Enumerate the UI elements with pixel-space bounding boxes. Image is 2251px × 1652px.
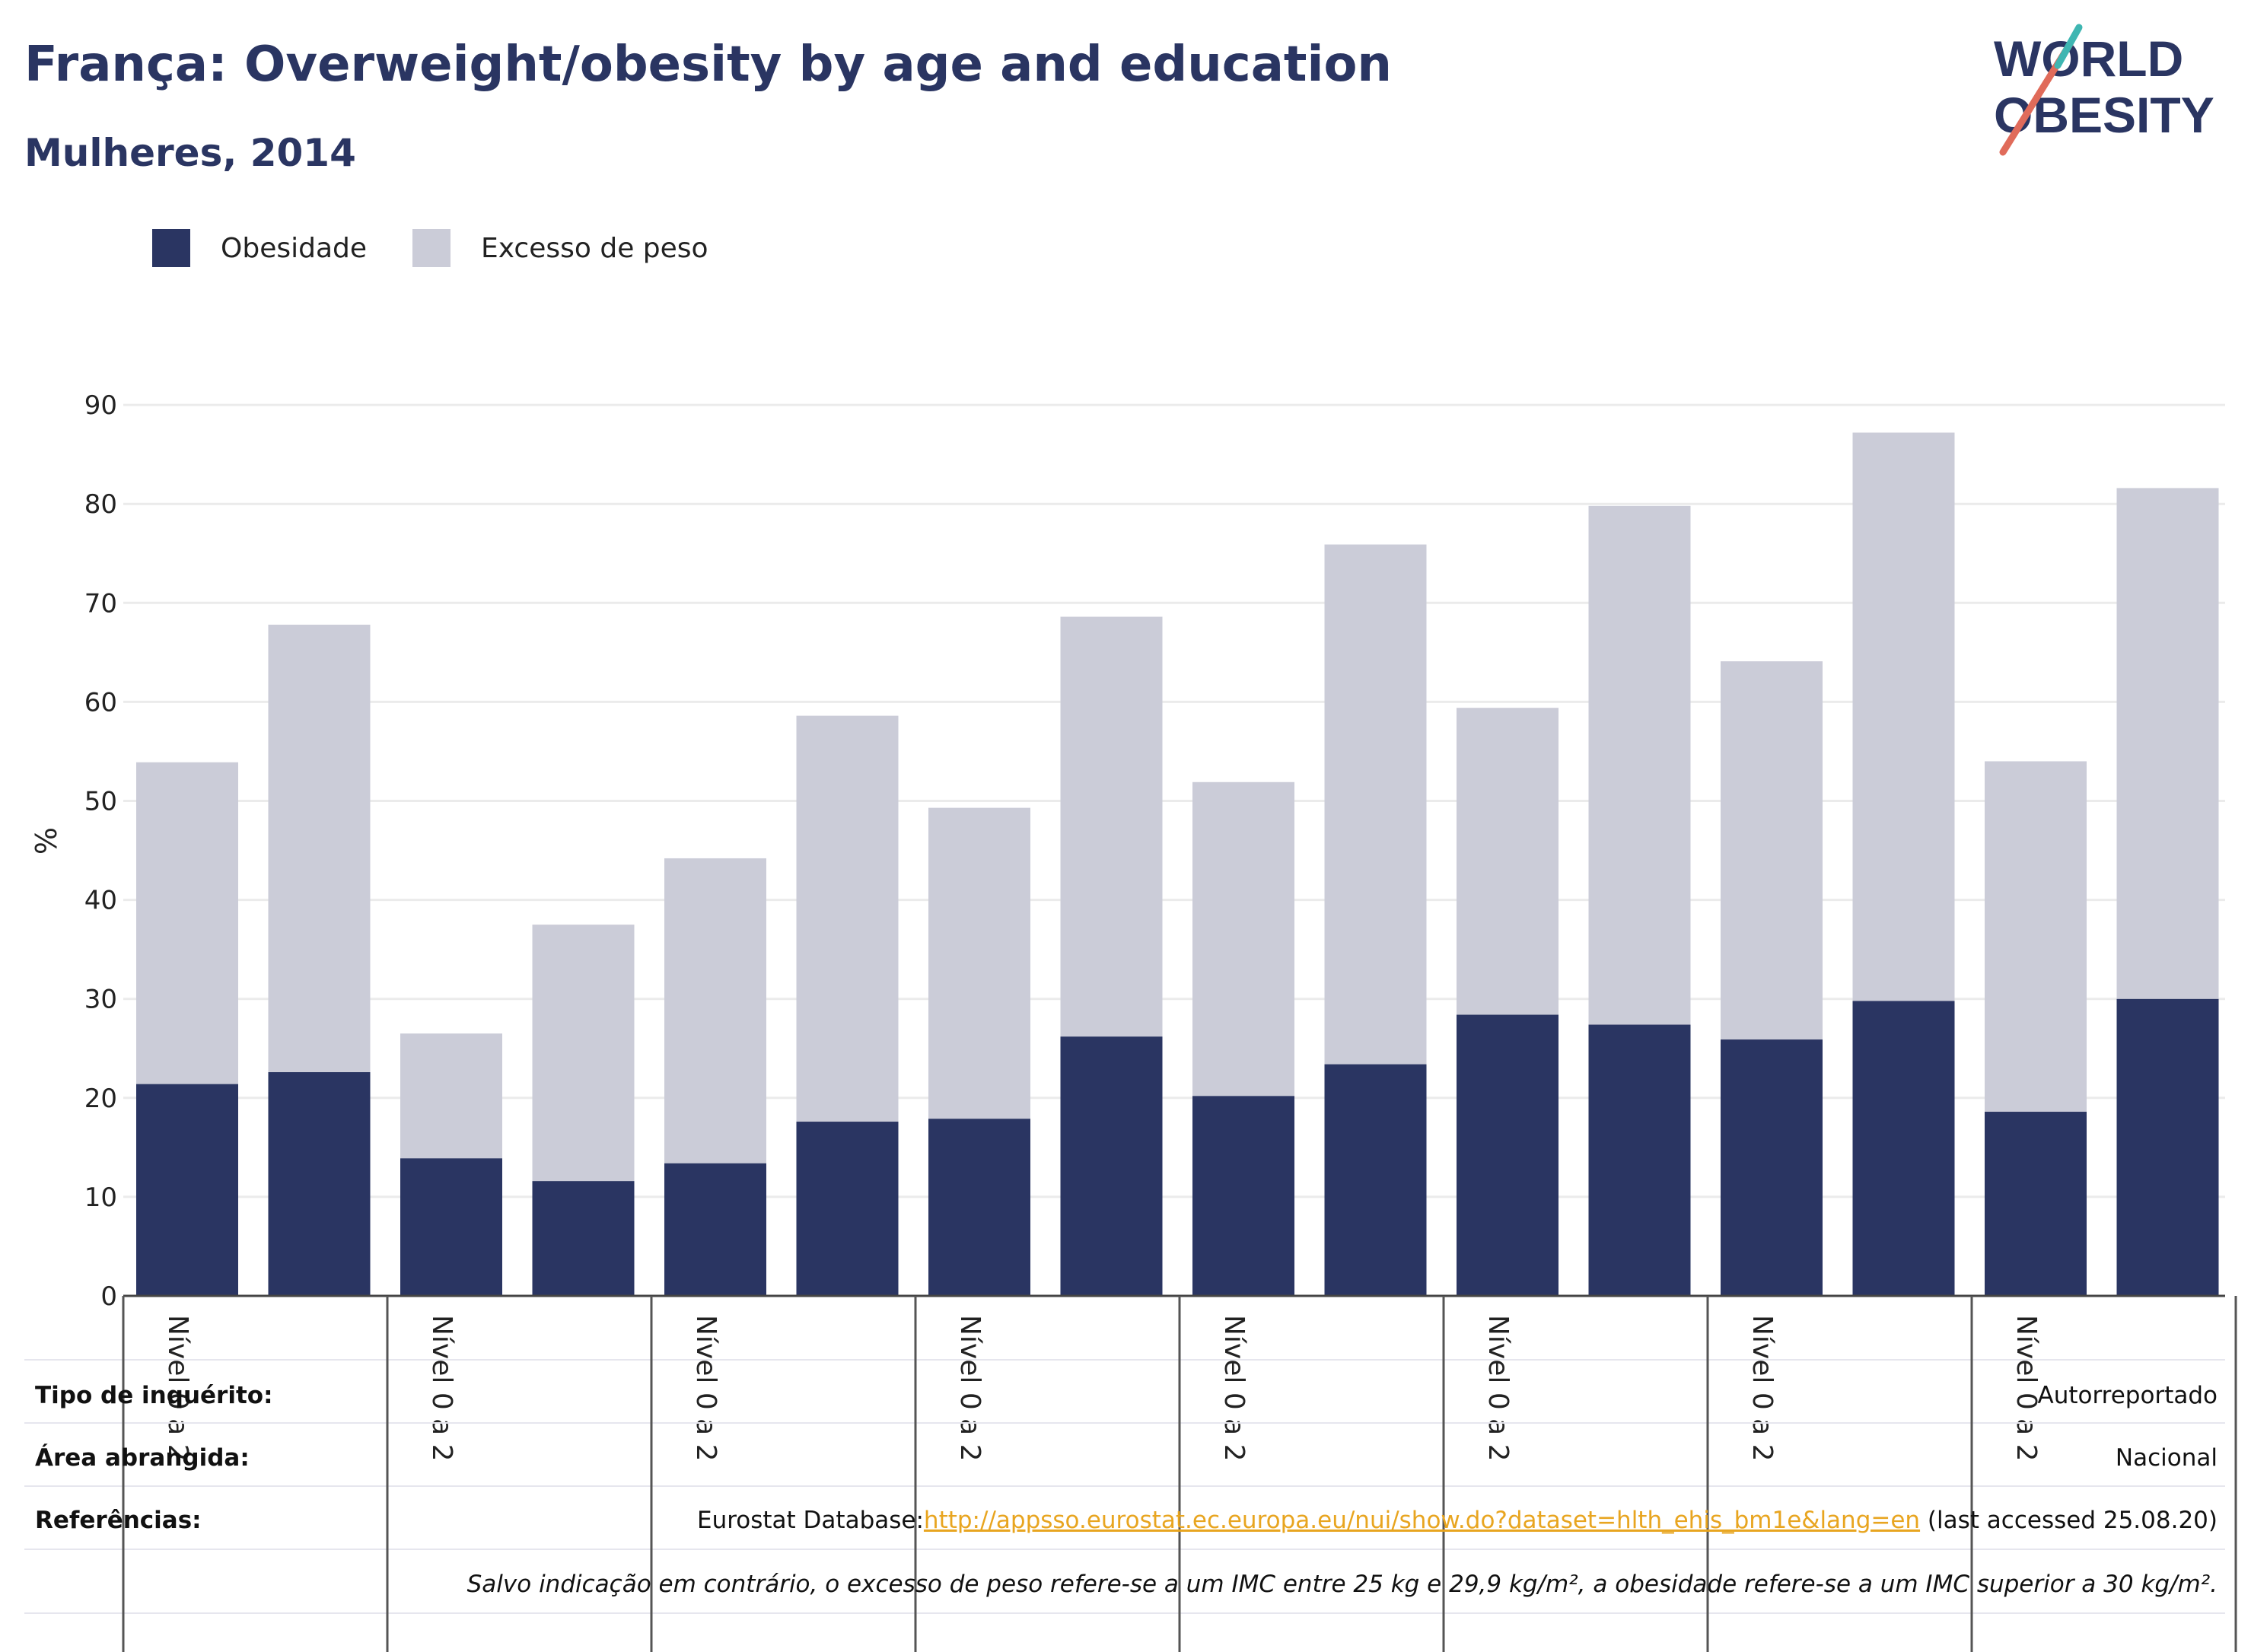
- bar-overweight: [136, 762, 238, 1084]
- bar-obesity: [928, 1119, 1030, 1296]
- bar-obesity: [136, 1084, 238, 1296]
- legend: Obesidade Excesso de peso: [152, 225, 754, 271]
- references-label: Referências:: [35, 1507, 202, 1534]
- y-tick-label: 30: [84, 985, 117, 1015]
- bar-overweight: [664, 858, 766, 1163]
- x-group-label: Nível 0 a 2: [1482, 1315, 1514, 1462]
- y-axis-title: %: [28, 827, 62, 855]
- logo-line2: OBESITY: [1994, 87, 2214, 143]
- bar-obesity: [1060, 1036, 1163, 1296]
- world-obesity-logo: WORLD OBESITY: [1994, 24, 2214, 156]
- bar-overweight: [1721, 661, 1823, 1040]
- bar-overweight: [532, 925, 635, 1182]
- bar-obesity: [1457, 1014, 1559, 1296]
- bar-obesity: [268, 1071, 371, 1296]
- x-group-label: Nível 0 a 2: [1746, 1315, 1778, 1462]
- bar-obesity: [1324, 1064, 1427, 1296]
- y-tick-label: 40: [84, 886, 117, 916]
- y-tick-label: 50: [84, 787, 117, 817]
- y-tick-label: 80: [84, 489, 117, 520]
- area-covered-label: Área abrangida:: [35, 1444, 250, 1472]
- y-tick-label: 20: [84, 1084, 117, 1114]
- y-tick-label: 0: [100, 1281, 117, 1312]
- bar-overweight: [400, 1033, 502, 1159]
- y-tick-label: 10: [84, 1183, 117, 1213]
- bar-obesity: [1852, 1001, 1955, 1296]
- logo-line1: WORLD: [1994, 30, 2183, 87]
- bar-overweight: [1324, 544, 1427, 1065]
- references-prefix: Eurostat Database:: [696, 1507, 924, 1534]
- bar-obesity: [1588, 1024, 1691, 1296]
- area-covered-value: Nacional: [2115, 1444, 2218, 1472]
- references-value: Eurostat Database:http://appsso.eurostat…: [697, 1507, 2218, 1534]
- bar-obesity: [532, 1181, 635, 1296]
- bar-obesity: [796, 1122, 899, 1296]
- x-group-label: Nível 0 a 2: [1218, 1315, 1250, 1462]
- x-group-label: Nível 0 a 2: [2011, 1315, 2042, 1462]
- y-tick-label: 70: [84, 588, 117, 619]
- bar-overweight: [1852, 432, 1955, 1001]
- y-tick-label: 60: [84, 687, 117, 718]
- legend-swatch-overweight: [412, 229, 451, 267]
- x-group-label: Nível 0 a 2: [954, 1315, 985, 1462]
- bar-obesity: [1192, 1096, 1294, 1296]
- chart-subtitle: Mulheres, 2014: [24, 131, 356, 175]
- bar-obesity: [664, 1163, 766, 1296]
- bar-obesity: [1721, 1039, 1823, 1296]
- legend-swatch-obesity: [152, 229, 190, 267]
- definition-note: Salvo indicação em contrário, o excesso …: [466, 1571, 2218, 1598]
- bar-overweight: [928, 807, 1030, 1119]
- chart-title: França: Overweight/obesity by age and ed…: [24, 37, 1392, 93]
- bar-obesity: [400, 1158, 502, 1296]
- bar-overweight: [1985, 761, 2087, 1112]
- bar-overweight: [1192, 781, 1294, 1097]
- legend-item-obesity[interactable]: Obesidade: [152, 229, 367, 267]
- bar-overweight: [1588, 505, 1691, 1025]
- survey-type-value: Autorreportado: [2037, 1382, 2218, 1409]
- bar-overweight: [796, 715, 899, 1122]
- bar-overweight: [2116, 488, 2219, 999]
- survey-type-label: Tipo de inquérito:: [35, 1382, 273, 1409]
- bar-obesity: [1985, 1112, 2087, 1296]
- references-suffix: (last accessed 25.08.20): [1920, 1507, 2218, 1534]
- bar-obesity: [2116, 998, 2219, 1296]
- legend-label-overweight: Excesso de peso: [481, 232, 708, 264]
- logo-slash-teal: [2054, 24, 2083, 69]
- legend-item-overweight[interactable]: Excesso de peso: [412, 229, 708, 267]
- bar-overweight: [1060, 616, 1163, 1037]
- references-link[interactable]: http://appsso.eurostat.ec.europa.eu/nui/…: [923, 1507, 1921, 1534]
- x-group-label: Nível 0 a 2: [426, 1315, 457, 1462]
- bar-overweight: [268, 624, 371, 1072]
- y-tick-label: 90: [84, 390, 117, 421]
- bar-overweight: [1457, 708, 1559, 1015]
- x-group-label: Nível 0 a 2: [690, 1315, 721, 1462]
- x-group-label: Nível 0 a 2: [162, 1315, 193, 1462]
- legend-label-obesity: Obesidade: [221, 232, 368, 264]
